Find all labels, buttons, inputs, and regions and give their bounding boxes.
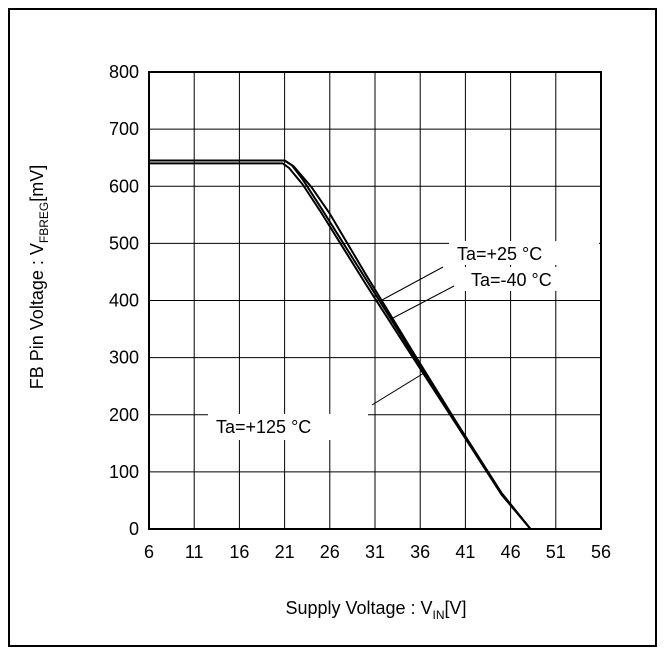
annotation-leader <box>371 372 425 406</box>
y-tick-label: 500 <box>109 233 139 253</box>
x-tick-label: 46 <box>501 542 521 562</box>
x-tick-label: 26 <box>320 542 340 562</box>
y-tick-label: 0 <box>129 519 139 539</box>
y-tick-label: 200 <box>109 405 139 425</box>
annotation-label: Ta=-40 °C <box>471 270 552 290</box>
x-tick-label: 51 <box>546 542 566 562</box>
y-tick-label: 300 <box>109 348 139 368</box>
annotation-leader <box>392 285 455 319</box>
x-axis-label: Supply Voltage : VIN[V] <box>285 598 466 622</box>
series-line-2 <box>149 162 532 530</box>
y-tick-label: 800 <box>109 62 139 82</box>
x-tick-label: 11 <box>185 542 204 562</box>
x-axis-label-sub: IN <box>433 608 445 622</box>
x-tick-label: 21 <box>275 542 295 562</box>
series-line-0 <box>149 159 532 530</box>
x-axis-label-unit: [V] <box>445 598 467 618</box>
y-axis-label-main: FB Pin Voltage : V <box>27 243 47 389</box>
tick-labels: 6 11 16 21 26 31 36 41 46 51 56 0 100 200 300 400 500 600… <box>109 62 611 562</box>
annotation-label: Ta=+25 °C <box>457 244 542 264</box>
annotation-label-bg <box>449 241 599 265</box>
plot-border <box>148 71 602 530</box>
x-tick-label: 6 <box>144 542 154 562</box>
series-lines <box>149 159 532 530</box>
axes <box>148 71 602 530</box>
x-tick-label: 16 <box>229 542 249 562</box>
x-tick-label: 36 <box>410 542 430 562</box>
y-tick-label: 400 <box>109 291 139 311</box>
x-tick-label: 56 <box>591 542 611 562</box>
series-line-1 <box>149 159 532 530</box>
y-tick-label: 100 <box>109 462 139 482</box>
y-axis-label: FB Pin Voltage : VFBREG[mV] <box>27 165 51 389</box>
annotations: Ta=+25 °C Ta=-40 °C Ta=+125 °C <box>208 241 599 440</box>
annotation-leader <box>381 266 444 301</box>
x-axis-label-main: Supply Voltage : V <box>285 598 432 618</box>
x-tick-label: 41 <box>455 542 475 562</box>
x-tick-label: 31 <box>365 542 385 562</box>
grid <box>148 71 602 530</box>
annotation-label: Ta=+125 °C <box>216 417 311 437</box>
y-axis-label-unit: [mV] <box>27 165 47 202</box>
annotation-leaders <box>371 266 455 406</box>
chart-frame: 6 11 16 21 26 31 36 41 46 51 56 0 100 200 300 400 500 600… <box>8 8 657 647</box>
y-tick-label: 700 <box>109 119 139 139</box>
y-axis-label-sub: FBREG <box>37 202 51 243</box>
annotation-label-bg <box>208 414 368 440</box>
chart-svg: 6 11 16 21 26 31 36 41 46 51 56 0 100 200 300 400 500 600… <box>27 62 611 622</box>
annotation-label-bg <box>463 267 588 291</box>
y-tick-label: 600 <box>109 176 139 196</box>
